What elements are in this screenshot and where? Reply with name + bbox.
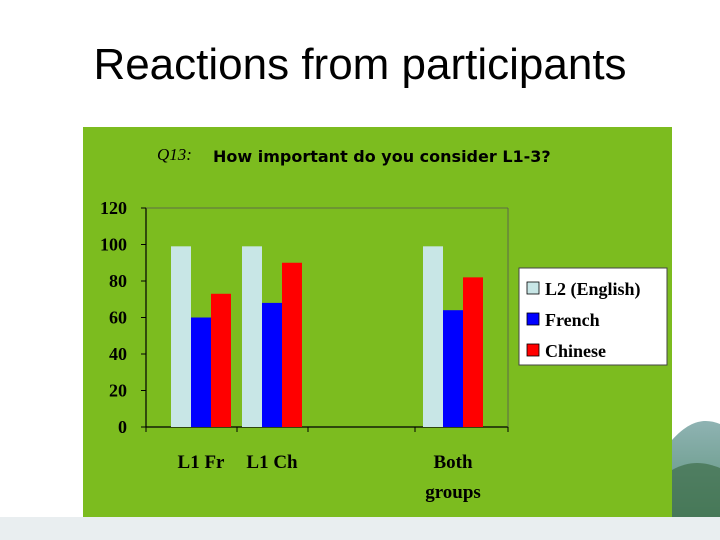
bar-chinese-0 <box>211 293 231 427</box>
legend-label-french: French <box>545 310 600 330</box>
legend-label-chinese: Chinese <box>545 341 606 361</box>
legend-swatch-l2 <box>526 281 540 295</box>
bar-chinese-1 <box>282 262 302 427</box>
bar-l2-english-1 <box>242 246 262 427</box>
chart-title: How important do you consider L1-3? <box>213 147 551 166</box>
x-tick-label: groups <box>425 482 481 503</box>
y-tick-label: 100 <box>100 235 127 255</box>
y-axis: 0 20 40 60 80 100 120 <box>100 198 146 437</box>
slide-title: Reactions from participants <box>93 40 627 89</box>
y-tick-label: 80 <box>109 271 127 291</box>
bar-french-1 <box>262 302 282 427</box>
bar-chinese-2 <box>463 277 483 427</box>
legend: L2 (English) French Chinese <box>518 267 668 366</box>
bars <box>145 246 509 432</box>
bar-l2-english-2 <box>423 246 443 427</box>
bar-l2-english-0 <box>171 246 191 427</box>
bar-french-0 <box>191 317 211 427</box>
chart-container: Q13: How important do you consider L1-3?… <box>83 127 672 517</box>
chart-title-prefix: Q13: <box>157 145 192 164</box>
y-tick-label: 120 <box>100 198 127 218</box>
y-tick-label: 40 <box>109 344 127 364</box>
x-tick-label: L1 Ch <box>246 452 298 473</box>
bar-french-2 <box>443 310 463 427</box>
bar-chart: Q13: How important do you consider L1-3?… <box>83 127 672 517</box>
y-tick-label: 60 <box>109 308 127 328</box>
y-tick-label: 0 <box>118 417 127 437</box>
x-axis: L1 Fr L1 Ch Both groups <box>178 452 481 503</box>
x-tick-label: Both <box>433 452 473 473</box>
legend-swatch-chinese <box>526 343 540 357</box>
legend-box <box>518 267 668 366</box>
y-tick-label: 20 <box>109 381 127 401</box>
x-tick-label: L1 Fr <box>178 452 226 473</box>
legend-swatch-french <box>526 312 540 326</box>
legend-label-l2: L2 (English) <box>545 279 641 300</box>
